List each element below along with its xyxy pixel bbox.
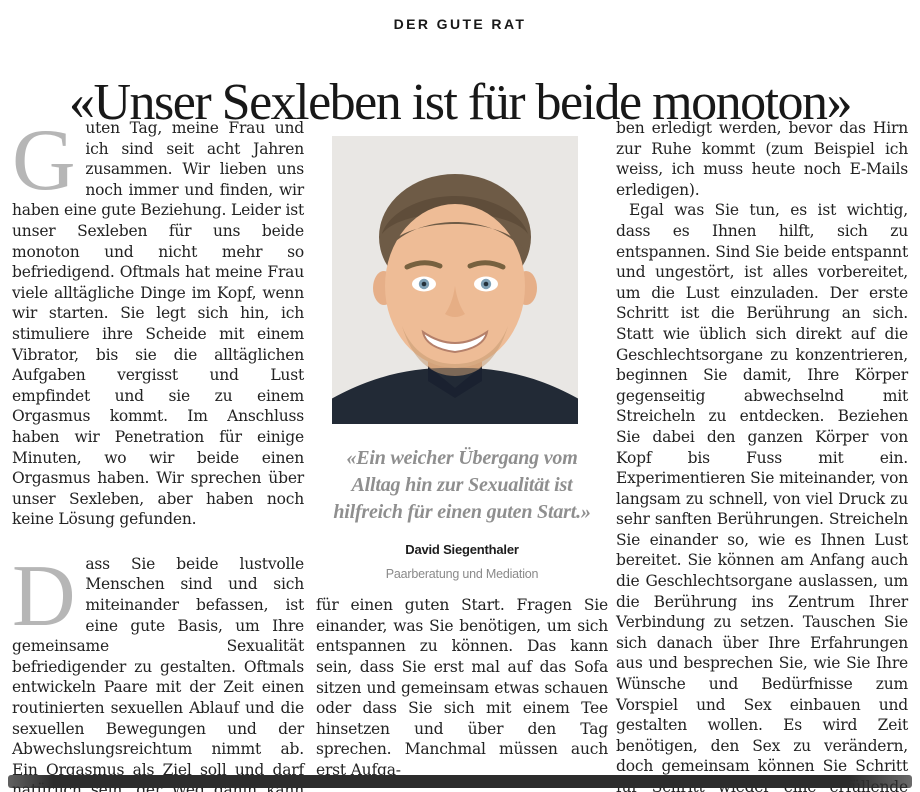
dropcap-letter: D <box>12 547 76 645</box>
article-column-2: «Ein weicher Übergang vom Alltag hin zur… <box>316 118 608 781</box>
article-kicker: DER GUTE RAT <box>393 16 527 32</box>
paragraph-text: ben erledigt werden, bevor das Hirn zur … <box>616 119 908 199</box>
quote-author-name: David Siegenthaler <box>405 542 519 557</box>
article-column-3: ben erledigt werden, bevor das Hirn zur … <box>616 118 908 792</box>
portrait-photo <box>332 136 578 424</box>
quote-author-role: Paarberatung und Mediation <box>385 566 539 581</box>
paragraph-text: ass Sie beide lustvolle Menschen sind un… <box>12 554 304 792</box>
pull-quote: «Ein weicher Übergang vom Alltag hin zur… <box>333 447 591 523</box>
dropcap-letter: G <box>12 112 76 209</box>
page-edge-shadow <box>8 775 912 788</box>
paragraph-text: uten Tag, meine Frau und ich sind seit a… <box>12 119 304 529</box>
portrait-photo-illustration <box>332 136 578 424</box>
paragraph-text: Egal was Sie tun, es ist wichtig, dass e… <box>616 201 908 792</box>
paragraph-continuation: für einen guten Start. Fragen Sie einand… <box>316 596 608 779</box>
article-headline: «Unser Sexleben ist für beide monoton» <box>68 73 853 131</box>
